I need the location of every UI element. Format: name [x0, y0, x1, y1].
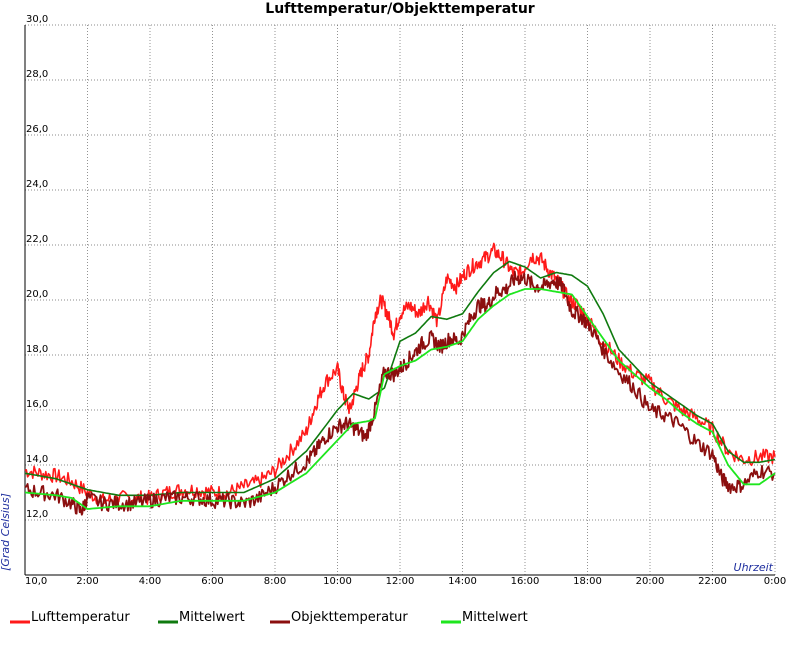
y-axis-ticks: 12,0 14,0 16,0 18,0 20,0 22,0 24,0 26,0 28,0 30,0	[26, 14, 48, 520]
x-tick-label: 16:00	[511, 576, 540, 587]
y-tick-label: 30,0	[26, 14, 48, 25]
y-tick-label: 22,0	[26, 234, 48, 245]
legend-label: Objekttemperatur	[291, 610, 408, 625]
x-tick-label: 8:00	[264, 576, 286, 587]
y-tick-label: 12,0	[26, 509, 48, 520]
series-mittelwert-luft	[24, 260, 776, 497]
y-tick-label: 20,0	[26, 289, 48, 300]
legend: Lufttemperatur Mittelwert Objekttemperatur…	[10, 610, 528, 625]
x-tick-label: 12:00	[386, 576, 415, 587]
y-axis-label: [Grad Celsius]	[0, 493, 12, 571]
y-tick-label: 16,0	[26, 399, 48, 410]
grid	[24, 24, 776, 576]
legend-label: Mittelwert	[179, 610, 245, 625]
x-tick-label: 4:00	[139, 576, 161, 587]
x-tick-label: 10:00	[323, 576, 352, 587]
x-tick-label: 14:00	[448, 576, 477, 587]
chart-title: Lufttemperatur/Objekttemperatur	[265, 1, 535, 17]
y-tick-label: 18,0	[26, 344, 48, 355]
legend-label: Lufttemperatur	[31, 610, 130, 625]
y-tick-label: 24,0	[26, 179, 48, 190]
x-tick-label: 6:00	[201, 576, 223, 587]
x-axis-ticks: 10,0 2:00 4:00 6:00 8:00 10:00 12:00 14:00 16:00…	[25, 576, 786, 587]
x-tick-label: 22:00	[698, 576, 727, 587]
series-lines	[24, 242, 776, 516]
x-tick-label: 20:00	[636, 576, 665, 587]
y-tick-label: 14,0	[26, 454, 48, 465]
series-lufttemperatur	[24, 242, 776, 507]
x-tick-label: 0:00	[764, 576, 786, 587]
x-tick-label: 10,0	[25, 576, 47, 587]
x-axis-label: Uhrzeit	[734, 561, 774, 574]
x-tick-label: 18:00	[573, 576, 602, 587]
series-mittelwert-objekt	[24, 288, 776, 510]
x-tick-label: 2:00	[76, 576, 98, 587]
series-objekttemperatur	[24, 270, 776, 516]
y-tick-label: 28,0	[26, 69, 48, 80]
y-tick-label: 26,0	[26, 124, 48, 135]
legend-label: Mittelwert	[462, 610, 528, 625]
